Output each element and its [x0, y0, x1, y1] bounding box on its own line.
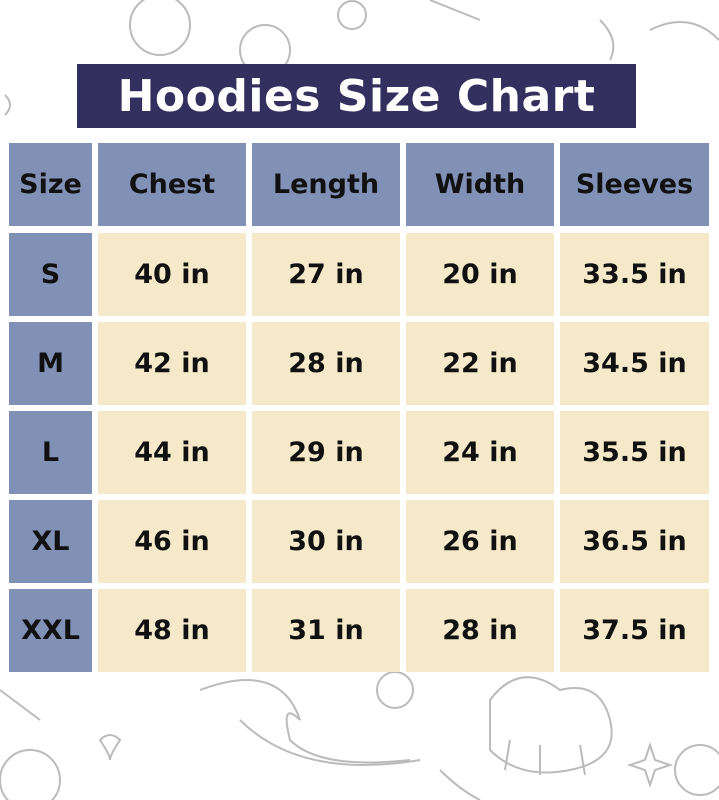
- cell-length: 29 in: [252, 411, 400, 494]
- header-size: Size: [9, 143, 92, 226]
- cell-sleeves: 35.5 in: [560, 411, 709, 494]
- cell-chest: 44 in: [98, 411, 246, 494]
- cell-size: XL: [9, 500, 92, 583]
- cell-chest: 46 in: [98, 500, 246, 583]
- cell-length: 31 in: [252, 589, 400, 672]
- cell-width: 26 in: [406, 500, 554, 583]
- header-length: Length: [252, 143, 400, 226]
- cell-sleeves: 34.5 in: [560, 322, 709, 405]
- cell-size: M: [9, 322, 92, 405]
- cell-chest: 42 in: [98, 322, 246, 405]
- cell-length: 27 in: [252, 233, 400, 316]
- cell-length: 28 in: [252, 322, 400, 405]
- cell-chest: 48 in: [98, 589, 246, 672]
- cell-size: XXL: [9, 589, 92, 672]
- header-chest: Chest: [98, 143, 246, 226]
- cell-size: L: [9, 411, 92, 494]
- cell-width: 24 in: [406, 411, 554, 494]
- header-width: Width: [406, 143, 554, 226]
- cell-width: 22 in: [406, 322, 554, 405]
- header-sleeves: Sleeves: [560, 143, 709, 226]
- cell-sleeves: 37.5 in: [560, 589, 709, 672]
- cell-length: 30 in: [252, 500, 400, 583]
- cell-chest: 40 in: [98, 233, 246, 316]
- cell-width: 28 in: [406, 589, 554, 672]
- cell-width: 20 in: [406, 233, 554, 316]
- cell-sleeves: 33.5 in: [560, 233, 709, 316]
- chart-title: Hoodies Size Chart: [77, 64, 636, 128]
- cell-size: S: [9, 233, 92, 316]
- cell-sleeves: 36.5 in: [560, 500, 709, 583]
